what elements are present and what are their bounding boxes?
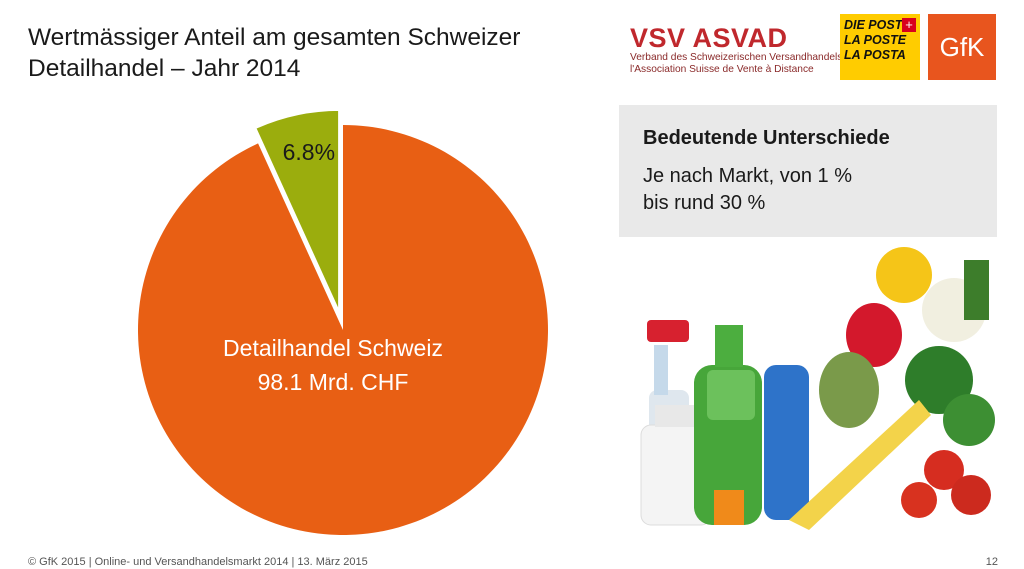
title-line-2: Detailhandel – Jahr 2014 (28, 55, 301, 82)
vsv-brand: VSV ASVAD (630, 23, 788, 53)
slice-label-small: 6.8% (283, 139, 335, 165)
vsv-subline-2: l'Association Suisse de Vente à Distance (630, 64, 814, 75)
info-body: Je nach Markt, von 1 % bis rund 30 % (643, 163, 983, 217)
info-heading: Bedeutende Unterschiede (643, 127, 890, 149)
pie-slices (137, 107, 548, 535)
page-number: 12 (985, 556, 998, 568)
info-box: Bedeutende Unterschiede Je nach Markt, v… (619, 105, 997, 237)
gfk-logo: GfK (928, 14, 996, 80)
products-vegetables-photo (619, 240, 997, 532)
vsv-subline-1: Verband des Schweizerischen Versandhande… (630, 52, 843, 63)
pie-slice-main (137, 125, 548, 535)
swiss-cross-icon: + (902, 18, 916, 32)
die-post-logo: DIE POST LA POSTE LA POSTA + (840, 14, 920, 80)
info-line-2: bis rund 30 % (643, 192, 766, 214)
title-line-1: Wertmässiger Anteil am gesamten Schweize… (28, 24, 521, 51)
pie-chart: Detailhandel Schweiz 98.1 Mrd. CHF 6.8% (137, 107, 548, 535)
slice-label-main: Detailhandel Schweiz (223, 335, 443, 361)
post-line-3: LA POSTA (844, 48, 906, 62)
slice-value-main: 98.1 Mrd. CHF (258, 369, 409, 395)
pie-slice-small (252, 107, 342, 315)
info-line-1: Je nach Markt, von 1 % (643, 165, 852, 187)
logo-bar: VSV ASVAD Verband des Schweizerischen Ve… (620, 14, 1000, 84)
post-line-1: DIE POST (844, 18, 903, 32)
vsv-asvad-logo: VSV ASVAD Verband des Schweizerischen Ve… (630, 24, 842, 76)
page-title: Wertmässiger Anteil am gesamten Schweize… (28, 22, 588, 84)
footer-text: © GfK 2015 | Online- und Versandhandelsm… (28, 556, 368, 568)
post-line-2: LA POSTE (844, 33, 907, 47)
